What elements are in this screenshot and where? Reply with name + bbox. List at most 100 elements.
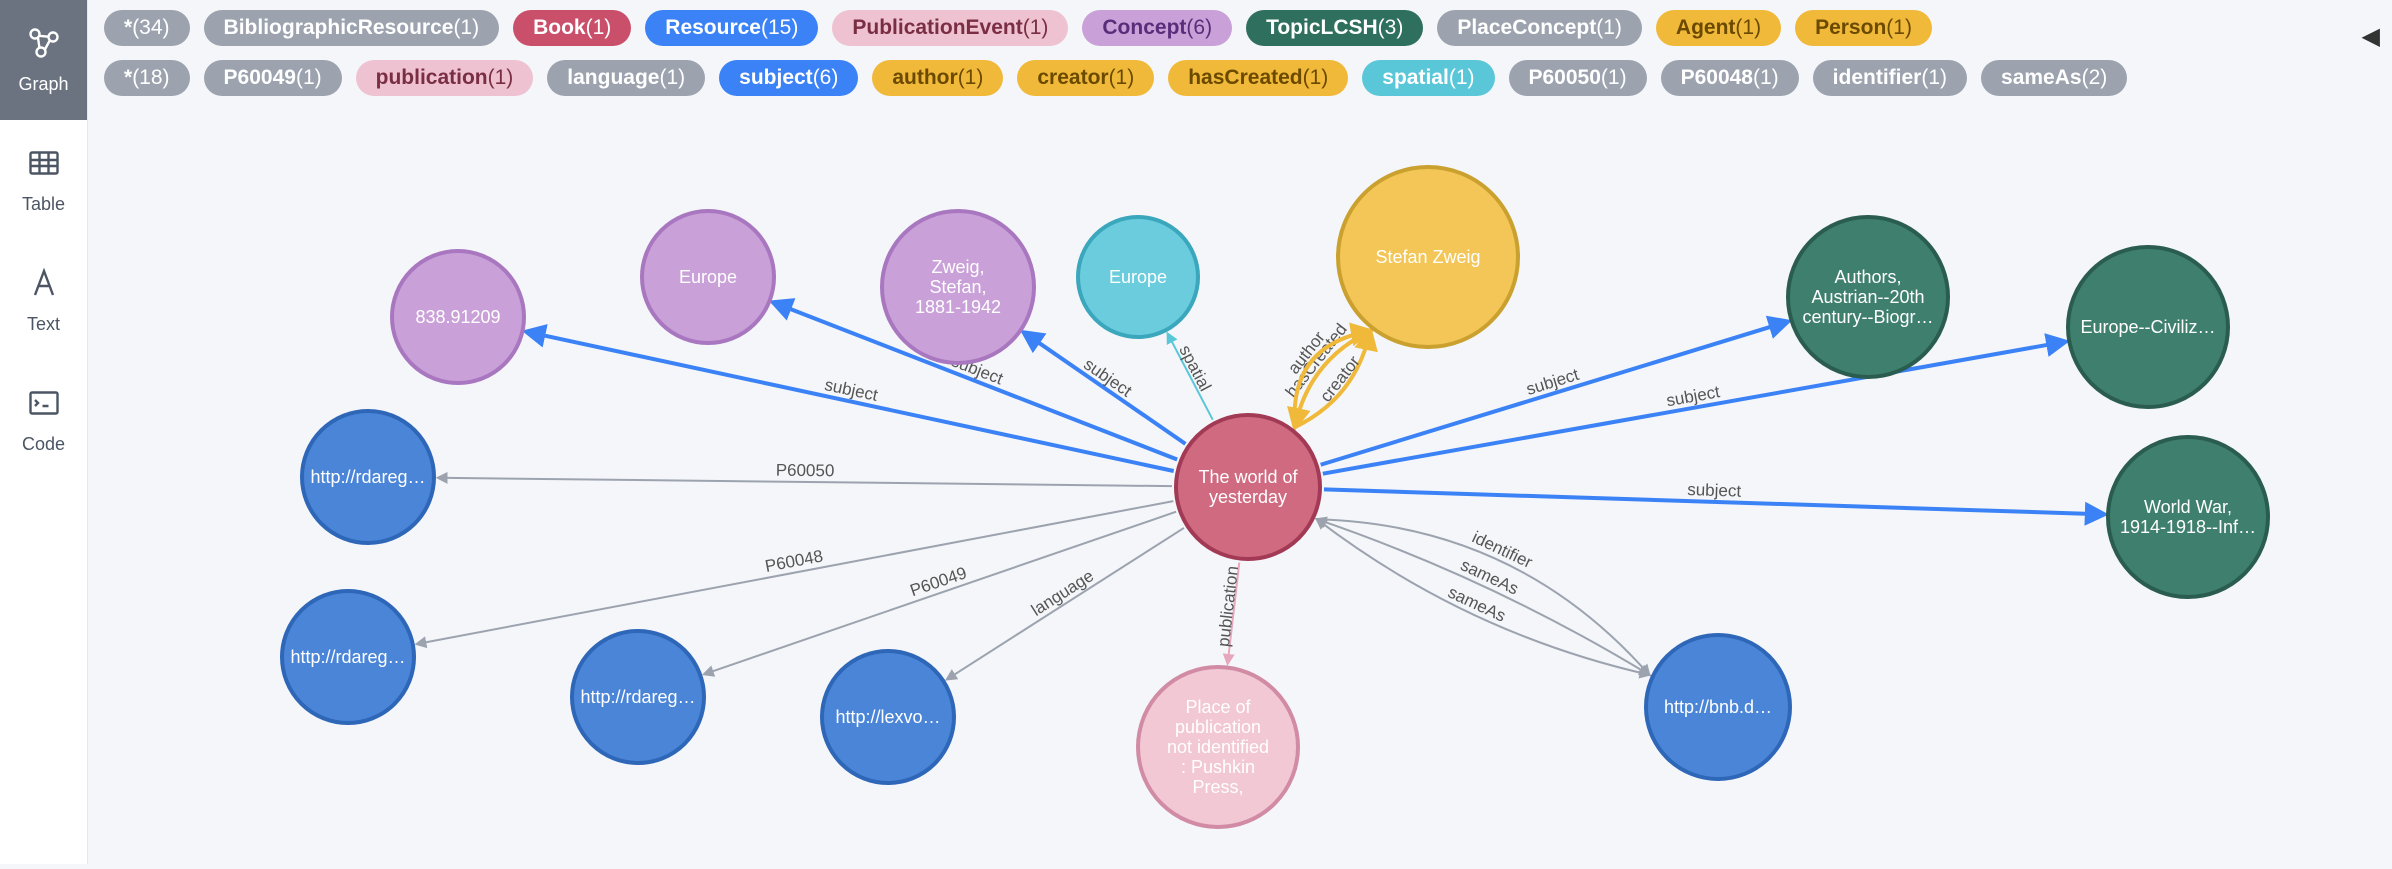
node-type-filter-pill[interactable]: *(34)	[104, 10, 190, 46]
sidebar-item-code[interactable]: Code	[0, 360, 87, 480]
pill-label: P60050	[1529, 66, 1601, 90]
pill-count: (3)	[1378, 16, 1404, 40]
node-type-filter-pill[interactable]: Resource(15)	[645, 10, 818, 46]
graph-edge[interactable]	[704, 512, 1176, 674]
edge-type-filter-pill[interactable]: subject(6)	[719, 60, 858, 96]
graph-edge[interactable]	[1317, 519, 1649, 675]
graph-node[interactable]: Zweig,Stefan,1881-1942	[882, 211, 1034, 363]
edge-type-filter-pill[interactable]: P60048(1)	[1661, 60, 1799, 96]
pill-label: PublicationEvent	[852, 16, 1022, 40]
node-type-filter-pill[interactable]: PlaceConcept(1)	[1437, 10, 1642, 46]
graph-edge[interactable]	[1317, 519, 1649, 675]
pill-label: sameAs	[2001, 66, 2082, 90]
graph-edge[interactable]	[1323, 342, 2065, 474]
node-type-filter-pill[interactable]: PublicationEvent(1)	[832, 10, 1068, 46]
graph-node[interactable]: http://rdareg…	[572, 631, 704, 763]
edge-label: hasCreated	[1282, 320, 1351, 401]
pill-count: (1)	[586, 16, 612, 40]
node-type-filter-pill[interactable]: Person(1)	[1795, 10, 1932, 46]
pill-count: (15)	[761, 16, 798, 40]
node-type-filter-pill[interactable]: Agent(1)	[1656, 10, 1781, 46]
edge-type-filter-pill[interactable]: publication(1)	[356, 60, 534, 96]
pill-count: (1)	[1735, 16, 1761, 40]
edge-label: P60048	[763, 546, 824, 576]
graph-edge[interactable]	[438, 478, 1172, 486]
edge-label: identifier	[1469, 528, 1536, 573]
text-icon	[26, 265, 62, 314]
sidebar-item-table[interactable]: Table	[0, 120, 87, 240]
graph-edge[interactable]	[1024, 332, 1186, 443]
pill-count: (1)	[1753, 66, 1779, 90]
pill-count: (18)	[132, 66, 169, 90]
pill-label: publication	[376, 66, 488, 90]
collapse-filters-caret[interactable]: ◀	[2362, 22, 2380, 51]
pill-label: Concept	[1102, 16, 1186, 40]
sidebar-item-graph[interactable]: Graph	[0, 0, 87, 120]
pill-label: Person	[1815, 16, 1886, 40]
node-type-filter-pill[interactable]: Concept(6)	[1082, 10, 1232, 46]
edge-type-filter-pill[interactable]: spatial(1)	[1362, 60, 1494, 96]
filter-bars: *(34) BibliographicResource(1) Book(1) Reso…	[88, 0, 2392, 110]
pill-count: (1)	[1601, 66, 1627, 90]
pill-label: P60049	[224, 66, 296, 90]
pill-label: Resource	[665, 16, 761, 40]
pill-count: (1)	[488, 66, 514, 90]
graph-node[interactable]: The world ofyesterday	[1176, 415, 1320, 559]
edge-type-filter-pill[interactable]: language(1)	[547, 60, 705, 96]
edge-label: creator	[1316, 352, 1364, 406]
graph-edge[interactable]	[526, 332, 1173, 471]
node-type-filter-pill[interactable]: TopicLCSH(3)	[1246, 10, 1423, 46]
pill-count: (1)	[659, 66, 685, 90]
graph-canvas[interactable]: subjectsubjectsubjectspatialcreatorhasCr…	[88, 110, 2392, 864]
graph-icon	[26, 25, 62, 74]
edge-type-filter-pill[interactable]: hasCreated(1)	[1168, 60, 1348, 96]
pill-label: TopicLCSH	[1266, 16, 1378, 40]
graph-node[interactable]: Place ofpublicationnot identified: Pushk…	[1138, 667, 1298, 827]
edge-type-filter-pill[interactable]: sameAs(2)	[1981, 60, 2127, 96]
graph-node[interactable]: http://bnb.d…	[1646, 635, 1790, 779]
pill-count: (1)	[1449, 66, 1475, 90]
pill-count: (1)	[1921, 66, 1947, 90]
graph-edge[interactable]	[1317, 519, 1649, 675]
graph-node[interactable]: 838.91209	[392, 251, 524, 383]
node-type-filter-row: *(34) BibliographicResource(1) Book(1) Reso…	[104, 10, 2376, 46]
graph-edge[interactable]	[1321, 322, 1788, 465]
edge-type-filter-pill[interactable]: P60050(1)	[1509, 60, 1647, 96]
node-type-filter-pill[interactable]: Book(1)	[513, 10, 631, 46]
graph-node[interactable]: http://rdareg…	[302, 411, 434, 543]
pill-count: (6)	[1186, 16, 1212, 40]
graph-node[interactable]: World War,1914-1918--Inf…	[2108, 437, 2268, 597]
graph-node[interactable]: Europe	[642, 211, 774, 343]
graph-node[interactable]: Authors,Austrian--20thcentury--Biogr…	[1788, 217, 1948, 377]
pill-label: subject	[739, 66, 813, 90]
graph-node[interactable]: http://rdareg…	[282, 591, 414, 723]
main-panel: ◀ *(34) BibliographicResource(1) Book(1) Re…	[88, 0, 2392, 864]
pill-count: (6)	[813, 66, 839, 90]
pill-label: language	[567, 66, 659, 90]
edge-type-filter-pill[interactable]: identifier(1)	[1813, 60, 1967, 96]
edge-type-filter-pill[interactable]: *(18)	[104, 60, 190, 96]
graph-node[interactable]: Europe--Civiliz…	[2068, 247, 2228, 407]
pill-count: (1)	[1886, 16, 1912, 40]
node-type-filter-pill[interactable]: BibliographicResource(1)	[204, 10, 500, 46]
pill-label: identifier	[1833, 66, 1922, 90]
graph-svg[interactable]: subjectsubjectsubjectspatialcreatorhasCr…	[88, 110, 2392, 864]
pill-label: creator	[1037, 66, 1108, 90]
pill-label: *	[124, 16, 132, 40]
edge-type-filter-pill[interactable]: P60049(1)	[204, 60, 342, 96]
graph-node[interactable]: Europe	[1078, 217, 1198, 337]
pill-label: Agent	[1676, 16, 1736, 40]
graph-node[interactable]: http://lexvo…	[822, 651, 954, 783]
edge-type-filter-pill[interactable]: author(1)	[872, 60, 1003, 96]
graph-node[interactable]: Stefan Zweig	[1338, 167, 1518, 347]
graph-edge[interactable]	[417, 501, 1174, 644]
edge-type-filter-pill[interactable]: creator(1)	[1017, 60, 1154, 96]
graph-edge[interactable]	[1294, 331, 1370, 427]
graph-edge[interactable]	[1324, 489, 2104, 514]
sidebar-item-text[interactable]: Text	[0, 240, 87, 360]
pill-count: (2)	[2082, 66, 2108, 90]
pill-label: spatial	[1382, 66, 1449, 90]
view-switcher-sidebar: GraphTableTextCode	[0, 0, 88, 864]
graph-edge[interactable]	[1228, 562, 1240, 663]
graph-edge[interactable]	[1168, 334, 1213, 420]
